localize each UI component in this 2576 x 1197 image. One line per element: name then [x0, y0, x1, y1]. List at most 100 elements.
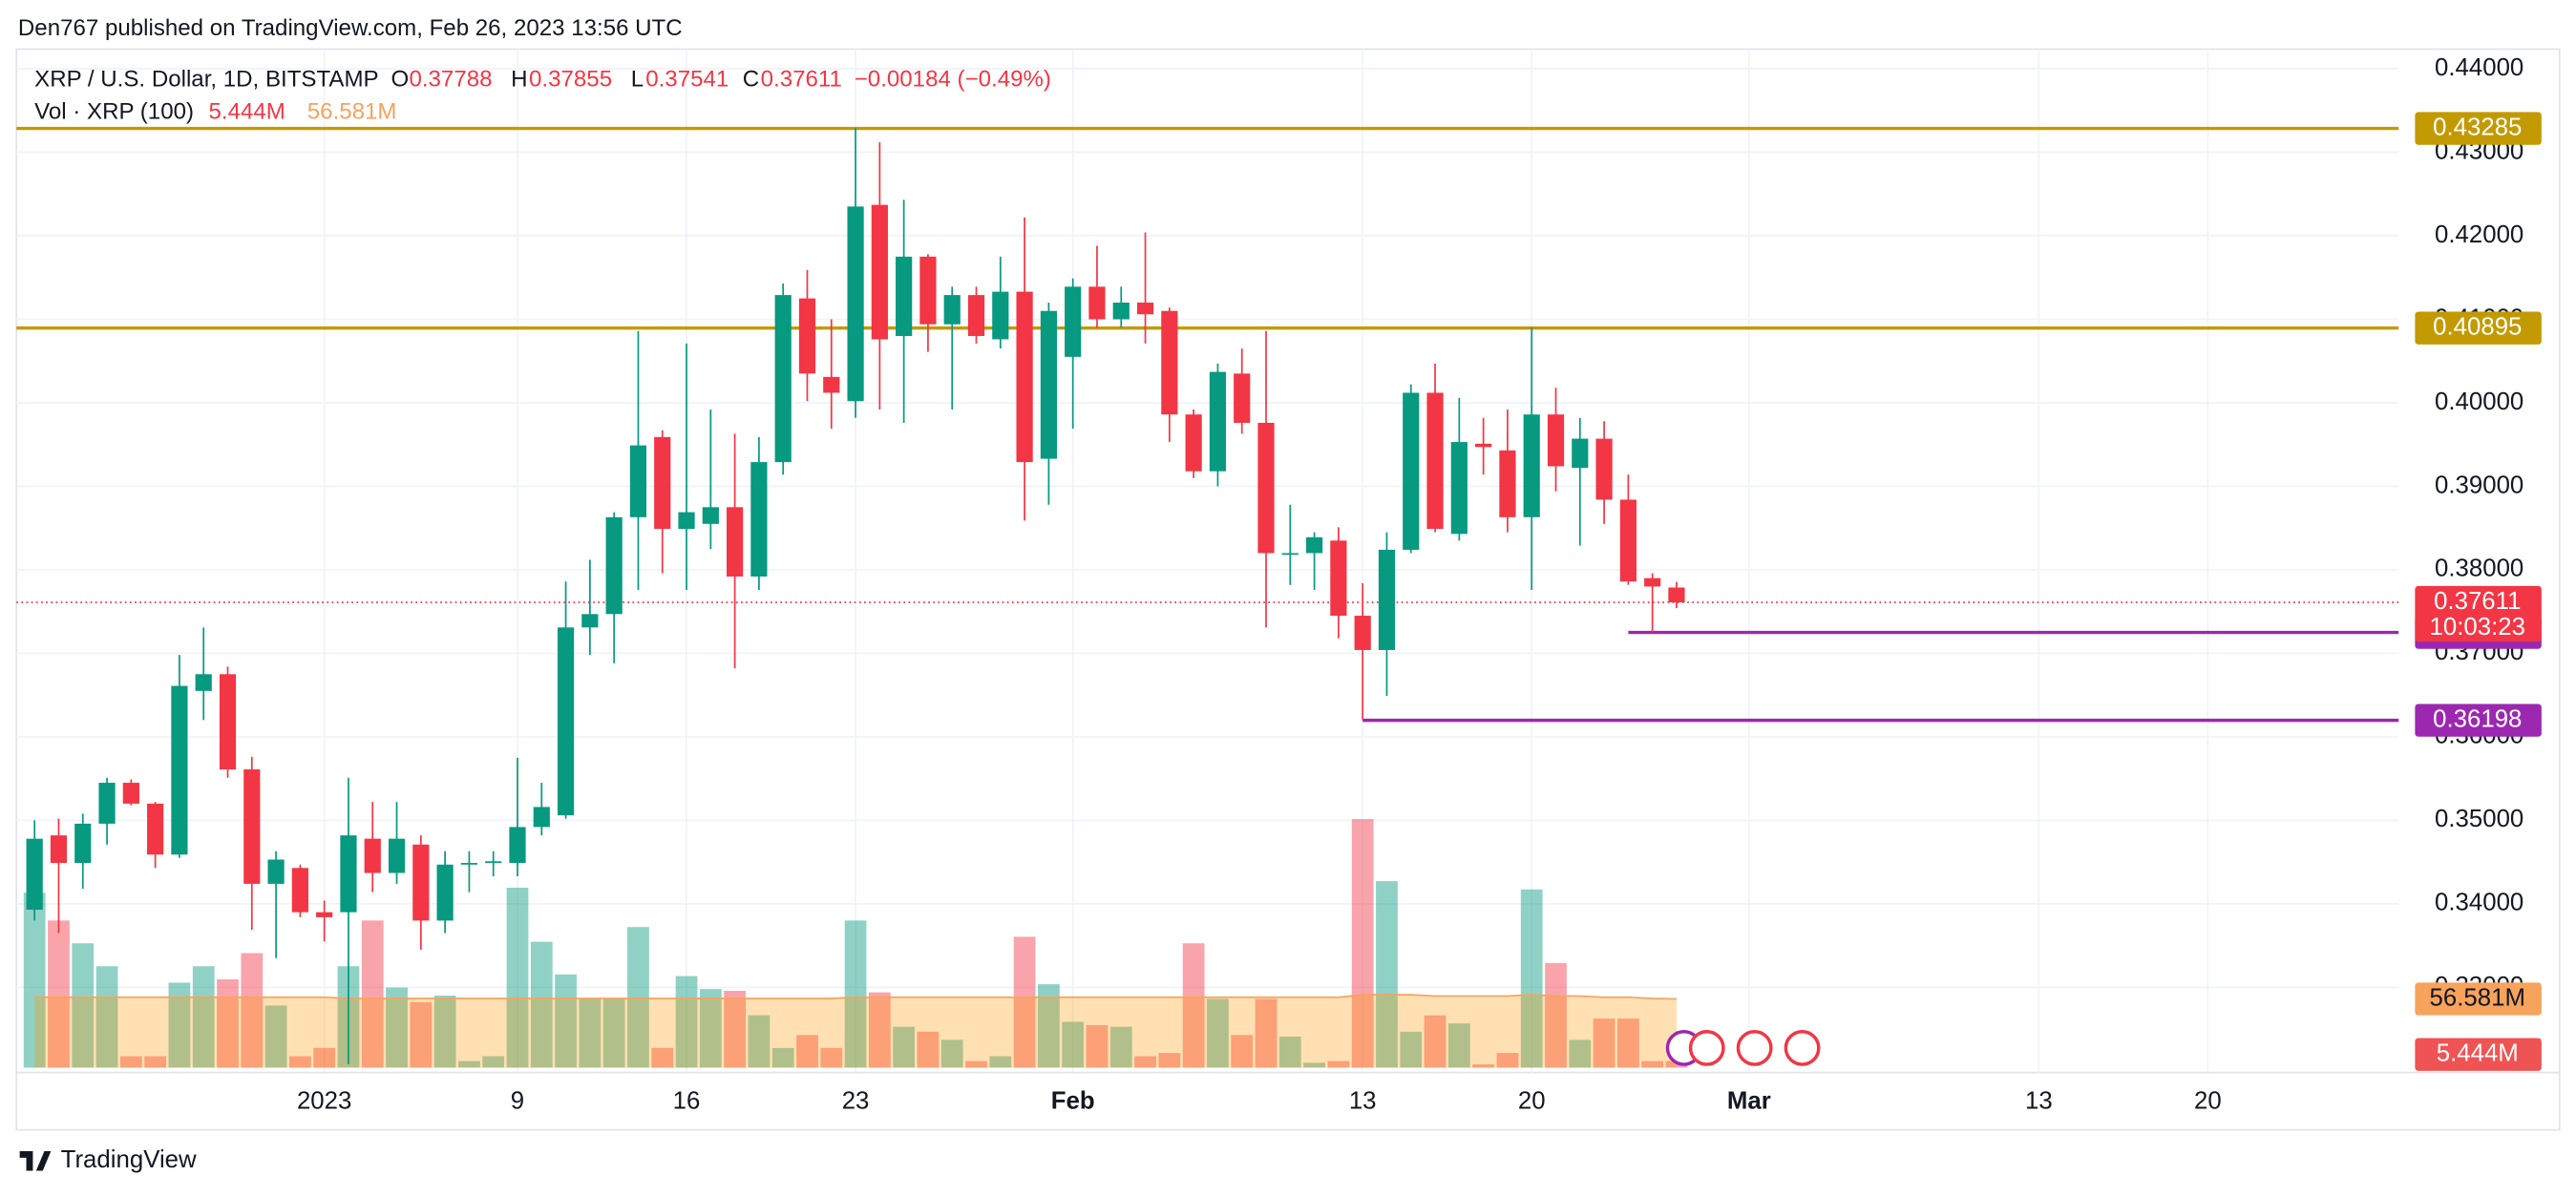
legend-h: H: [511, 66, 527, 92]
candle-body: [509, 827, 526, 864]
volume-bar: [1447, 1023, 1470, 1068]
volume-bar: [119, 1056, 142, 1068]
candle-body: [412, 844, 430, 921]
y-tick-label: 0.42000: [2435, 221, 2523, 248]
candle-body: [340, 835, 357, 913]
candle-body: [1450, 442, 1467, 535]
candle-body: [1403, 392, 1420, 550]
volume-bar: [410, 1001, 433, 1068]
candle-body: [364, 838, 381, 873]
volume-bar: [1182, 943, 1205, 1068]
publisher: Den767 published on TradingView.com, Feb…: [18, 15, 683, 41]
volume-bar: [1472, 1064, 1495, 1068]
event-icon[interactable]: [1784, 1030, 1821, 1066]
candle-body: [1378, 549, 1396, 650]
volume-bar: [482, 1056, 505, 1068]
volume-bar: [1641, 1060, 1664, 1068]
volume-bar: [724, 990, 746, 1068]
volume-bar: [1086, 1024, 1109, 1068]
y-tick-label: 0.34000: [2435, 890, 2523, 916]
volume-bar: [820, 1047, 843, 1068]
volume-bar: [940, 1040, 963, 1068]
candle-body: [291, 868, 308, 913]
candle-body: [171, 685, 188, 855]
volume-bar: [602, 998, 625, 1068]
candle-body: [823, 376, 840, 393]
brand-logo: [19, 1150, 52, 1171]
candle-body: [533, 807, 550, 828]
candle-body: [243, 769, 261, 884]
volume-bar: [1617, 1018, 1639, 1068]
plot-layer: 0.440000.430000.420000.410000.400000.390…: [16, 49, 2542, 1114]
event-icon[interactable]: [1688, 1030, 1725, 1066]
volume-bar: [264, 1005, 287, 1068]
volume-bar: [1424, 1015, 1446, 1068]
candle-body: [26, 838, 43, 911]
candle-body: [1161, 310, 1178, 415]
brand: TradingView: [61, 1146, 197, 1173]
candle-body: [727, 507, 744, 577]
volume-bar: [868, 992, 891, 1068]
candle-body: [1475, 443, 1492, 448]
candle-body: [774, 295, 792, 463]
candle-body: [1088, 286, 1106, 320]
volume-bar: [748, 1015, 771, 1068]
candle-body: [147, 803, 164, 855]
volume-title: Vol · XRP (100): [34, 99, 194, 125]
legend-open: 0.37788: [409, 66, 492, 92]
x-tick-label: 20: [2194, 1087, 2222, 1114]
last-price-label: 0.37611: [2434, 588, 2521, 615]
legend-l: L: [631, 66, 644, 92]
x-tick-label: 13: [2025, 1087, 2053, 1114]
volume-bar: [1134, 1056, 1156, 1068]
volume-bar: [917, 1031, 940, 1068]
volume-bar: [313, 1047, 336, 1068]
candle-body: [1547, 414, 1565, 467]
candle-body: [1572, 438, 1589, 469]
candle-body: [919, 256, 937, 325]
legend-o: O: [391, 66, 410, 92]
candle-body: [1644, 578, 1661, 587]
level-tag: [2415, 311, 2542, 345]
x-tick-label: 23: [842, 1087, 870, 1114]
volume-bar: [579, 998, 602, 1068]
candle-body: [219, 674, 237, 770]
volume-value: 5.444M: [209, 99, 285, 125]
volume-bar: [48, 920, 70, 1068]
volume-bar: [288, 1056, 311, 1068]
event-icon[interactable]: [1736, 1030, 1773, 1066]
volume-bar: [1158, 1053, 1181, 1068]
volume-bar: [458, 1060, 480, 1068]
candle-body: [1354, 616, 1371, 650]
y-tick-label: 0.38000: [2435, 556, 2523, 582]
candle-body: [1499, 450, 1516, 517]
volume-bar: [771, 1047, 794, 1068]
volume-bar: [144, 1056, 167, 1068]
volume-ma-area: [34, 995, 1677, 1068]
volume-bar: [217, 979, 239, 1068]
volume-bar: [1520, 889, 1543, 1068]
y-tick-label: 0.39000: [2435, 472, 2523, 498]
chart-frame: [15, 48, 2561, 1131]
candle-body: [847, 206, 864, 402]
volume-bar: [386, 987, 408, 1068]
level-tag: [2415, 704, 2542, 737]
candle-body: [74, 823, 92, 864]
candle-body: [460, 863, 478, 865]
candle-body: [195, 674, 212, 691]
candle-body: [388, 838, 406, 873]
volume-bar: [1231, 1035, 1254, 1068]
x-tick-label: Mar: [1727, 1087, 1771, 1114]
level-tag-label: 0.43285: [2433, 114, 2522, 140]
volume-bar: [1376, 881, 1398, 1068]
volume-bar: [1400, 1031, 1423, 1068]
legend-low: 0.37541: [645, 66, 728, 92]
volume-bar: [1327, 1060, 1350, 1068]
candle-body: [992, 291, 1009, 340]
volume-bar: [1278, 1036, 1301, 1068]
volume-bar: [965, 1060, 987, 1068]
footer: TradingView: [19, 1146, 197, 1173]
candle-body: [678, 512, 695, 530]
volume-bar: [1496, 1053, 1519, 1068]
x-tick-label: 16: [673, 1087, 701, 1114]
